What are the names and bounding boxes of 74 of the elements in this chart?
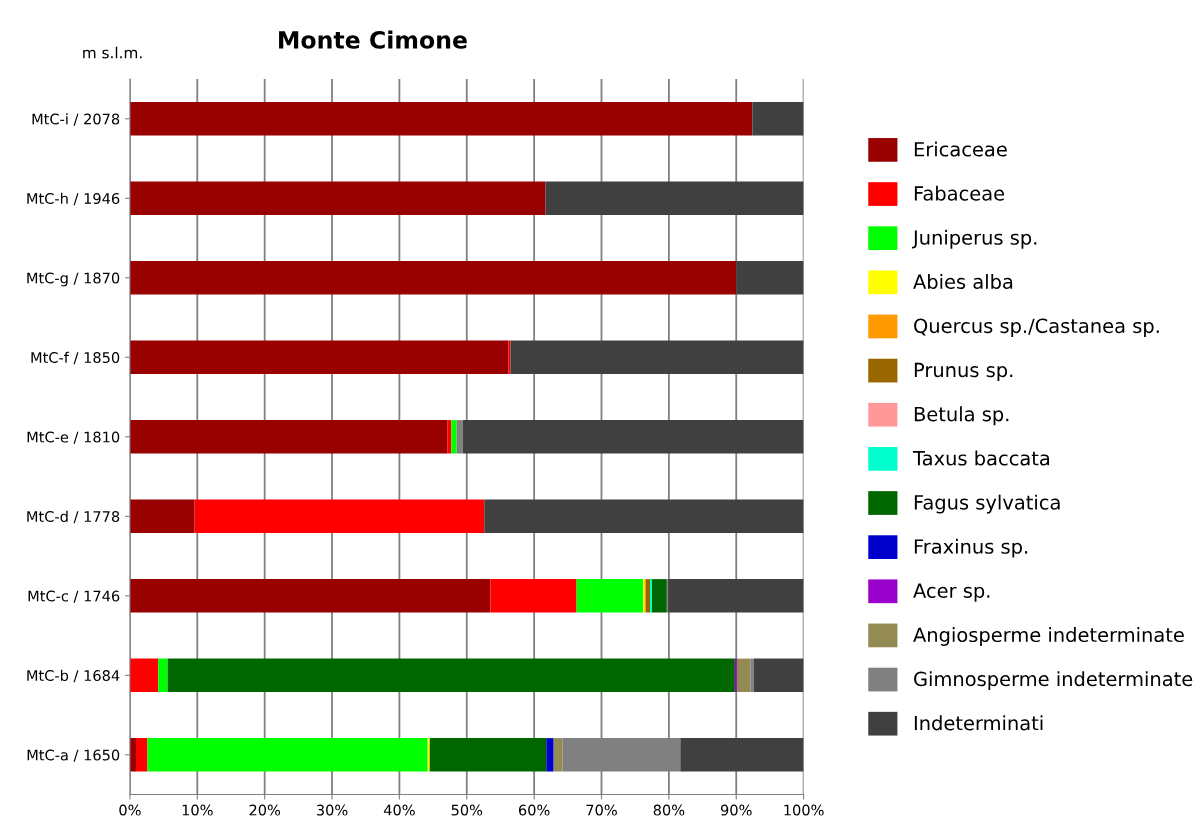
bar xyxy=(546,738,554,772)
y-tick-label: MtC-i / 2078 xyxy=(32,113,120,126)
bar xyxy=(645,579,650,613)
bar xyxy=(734,658,737,692)
legend-label: Gimnosperme indeterminate xyxy=(914,671,1193,691)
bar xyxy=(129,499,195,533)
bar xyxy=(508,340,511,374)
bar xyxy=(490,579,577,613)
bar xyxy=(129,579,491,613)
bar xyxy=(553,738,563,772)
x-tick-label: 70% xyxy=(586,804,617,816)
bar xyxy=(668,579,804,613)
bar xyxy=(753,658,804,692)
bar xyxy=(129,420,448,454)
legend-label: Abies alba xyxy=(913,273,1013,290)
bar xyxy=(456,420,463,454)
bar xyxy=(576,579,644,613)
bar xyxy=(752,102,804,136)
x-tick-label: 40% xyxy=(383,804,415,816)
bar xyxy=(680,738,804,772)
y-tick-label: MtC-g / 1870 xyxy=(27,272,120,287)
bar xyxy=(129,658,159,692)
y-tick-label: MtC-e / 1810 xyxy=(27,431,120,444)
legend-label: Acer sp. xyxy=(913,583,990,602)
legend-label: Prunus sp. xyxy=(914,362,1013,382)
bar xyxy=(429,738,547,772)
legend-label: Fraxinus sp. xyxy=(914,538,1028,558)
bar xyxy=(447,420,452,454)
bar xyxy=(484,499,804,533)
bar xyxy=(135,738,148,772)
x-tick-label: 60% xyxy=(518,804,550,816)
bar xyxy=(129,261,737,295)
bar xyxy=(736,261,804,295)
bar xyxy=(129,340,509,374)
legend-label: Taxus baccata xyxy=(912,450,1050,466)
bar xyxy=(158,658,168,692)
x-tick-label: 80% xyxy=(653,804,685,816)
bar xyxy=(545,181,804,215)
bar xyxy=(129,181,546,215)
bar xyxy=(129,102,753,136)
x-tick-label: 100% xyxy=(784,804,824,816)
x-tick-label: 30% xyxy=(316,804,348,816)
bar xyxy=(147,738,428,772)
legend-label: Fagus sylvatica xyxy=(914,494,1060,514)
chart-title: Monte Cimone xyxy=(279,30,467,49)
legend-label: Angiosperme indeterminate xyxy=(913,627,1184,646)
legend-label: Juniperus sp. xyxy=(911,229,1037,249)
bar xyxy=(451,420,457,454)
y-tick-label: MtC-f / 1850 xyxy=(31,351,120,365)
bar xyxy=(736,658,751,692)
y-tick-label: MtC-a / 1650 xyxy=(27,749,120,762)
bar xyxy=(167,658,735,692)
y-tick-label: MtC-d / 1778 xyxy=(27,510,120,524)
bar xyxy=(462,420,804,454)
legend-label: Quercus sp./Castanea sp. xyxy=(914,318,1159,337)
bar xyxy=(652,579,667,613)
y-tick-label: MtC-c / 1746 xyxy=(28,590,120,603)
bar xyxy=(750,658,754,692)
bar xyxy=(510,340,804,374)
bar xyxy=(427,738,430,772)
legend-label: Betula sp. xyxy=(914,406,1009,426)
legend-label: Fabaceae xyxy=(914,185,1005,201)
x-tick-label: 20% xyxy=(249,804,281,816)
y-axis-title: m s.l.m. xyxy=(83,46,142,59)
bar xyxy=(650,579,653,613)
x-tick-label: 10% xyxy=(182,804,213,816)
legend-label: Indeterminati xyxy=(914,715,1043,731)
x-tick-label: 50% xyxy=(451,804,483,816)
y-tick-label: MtC-h / 1946 xyxy=(27,192,120,206)
y-tick-label: MtC-b / 1684 xyxy=(27,669,120,683)
bar xyxy=(194,499,485,533)
legend-label: Ericaceae xyxy=(914,141,1007,157)
x-tick-label: 90% xyxy=(720,804,752,816)
x-tick-label: 0% xyxy=(119,804,141,816)
